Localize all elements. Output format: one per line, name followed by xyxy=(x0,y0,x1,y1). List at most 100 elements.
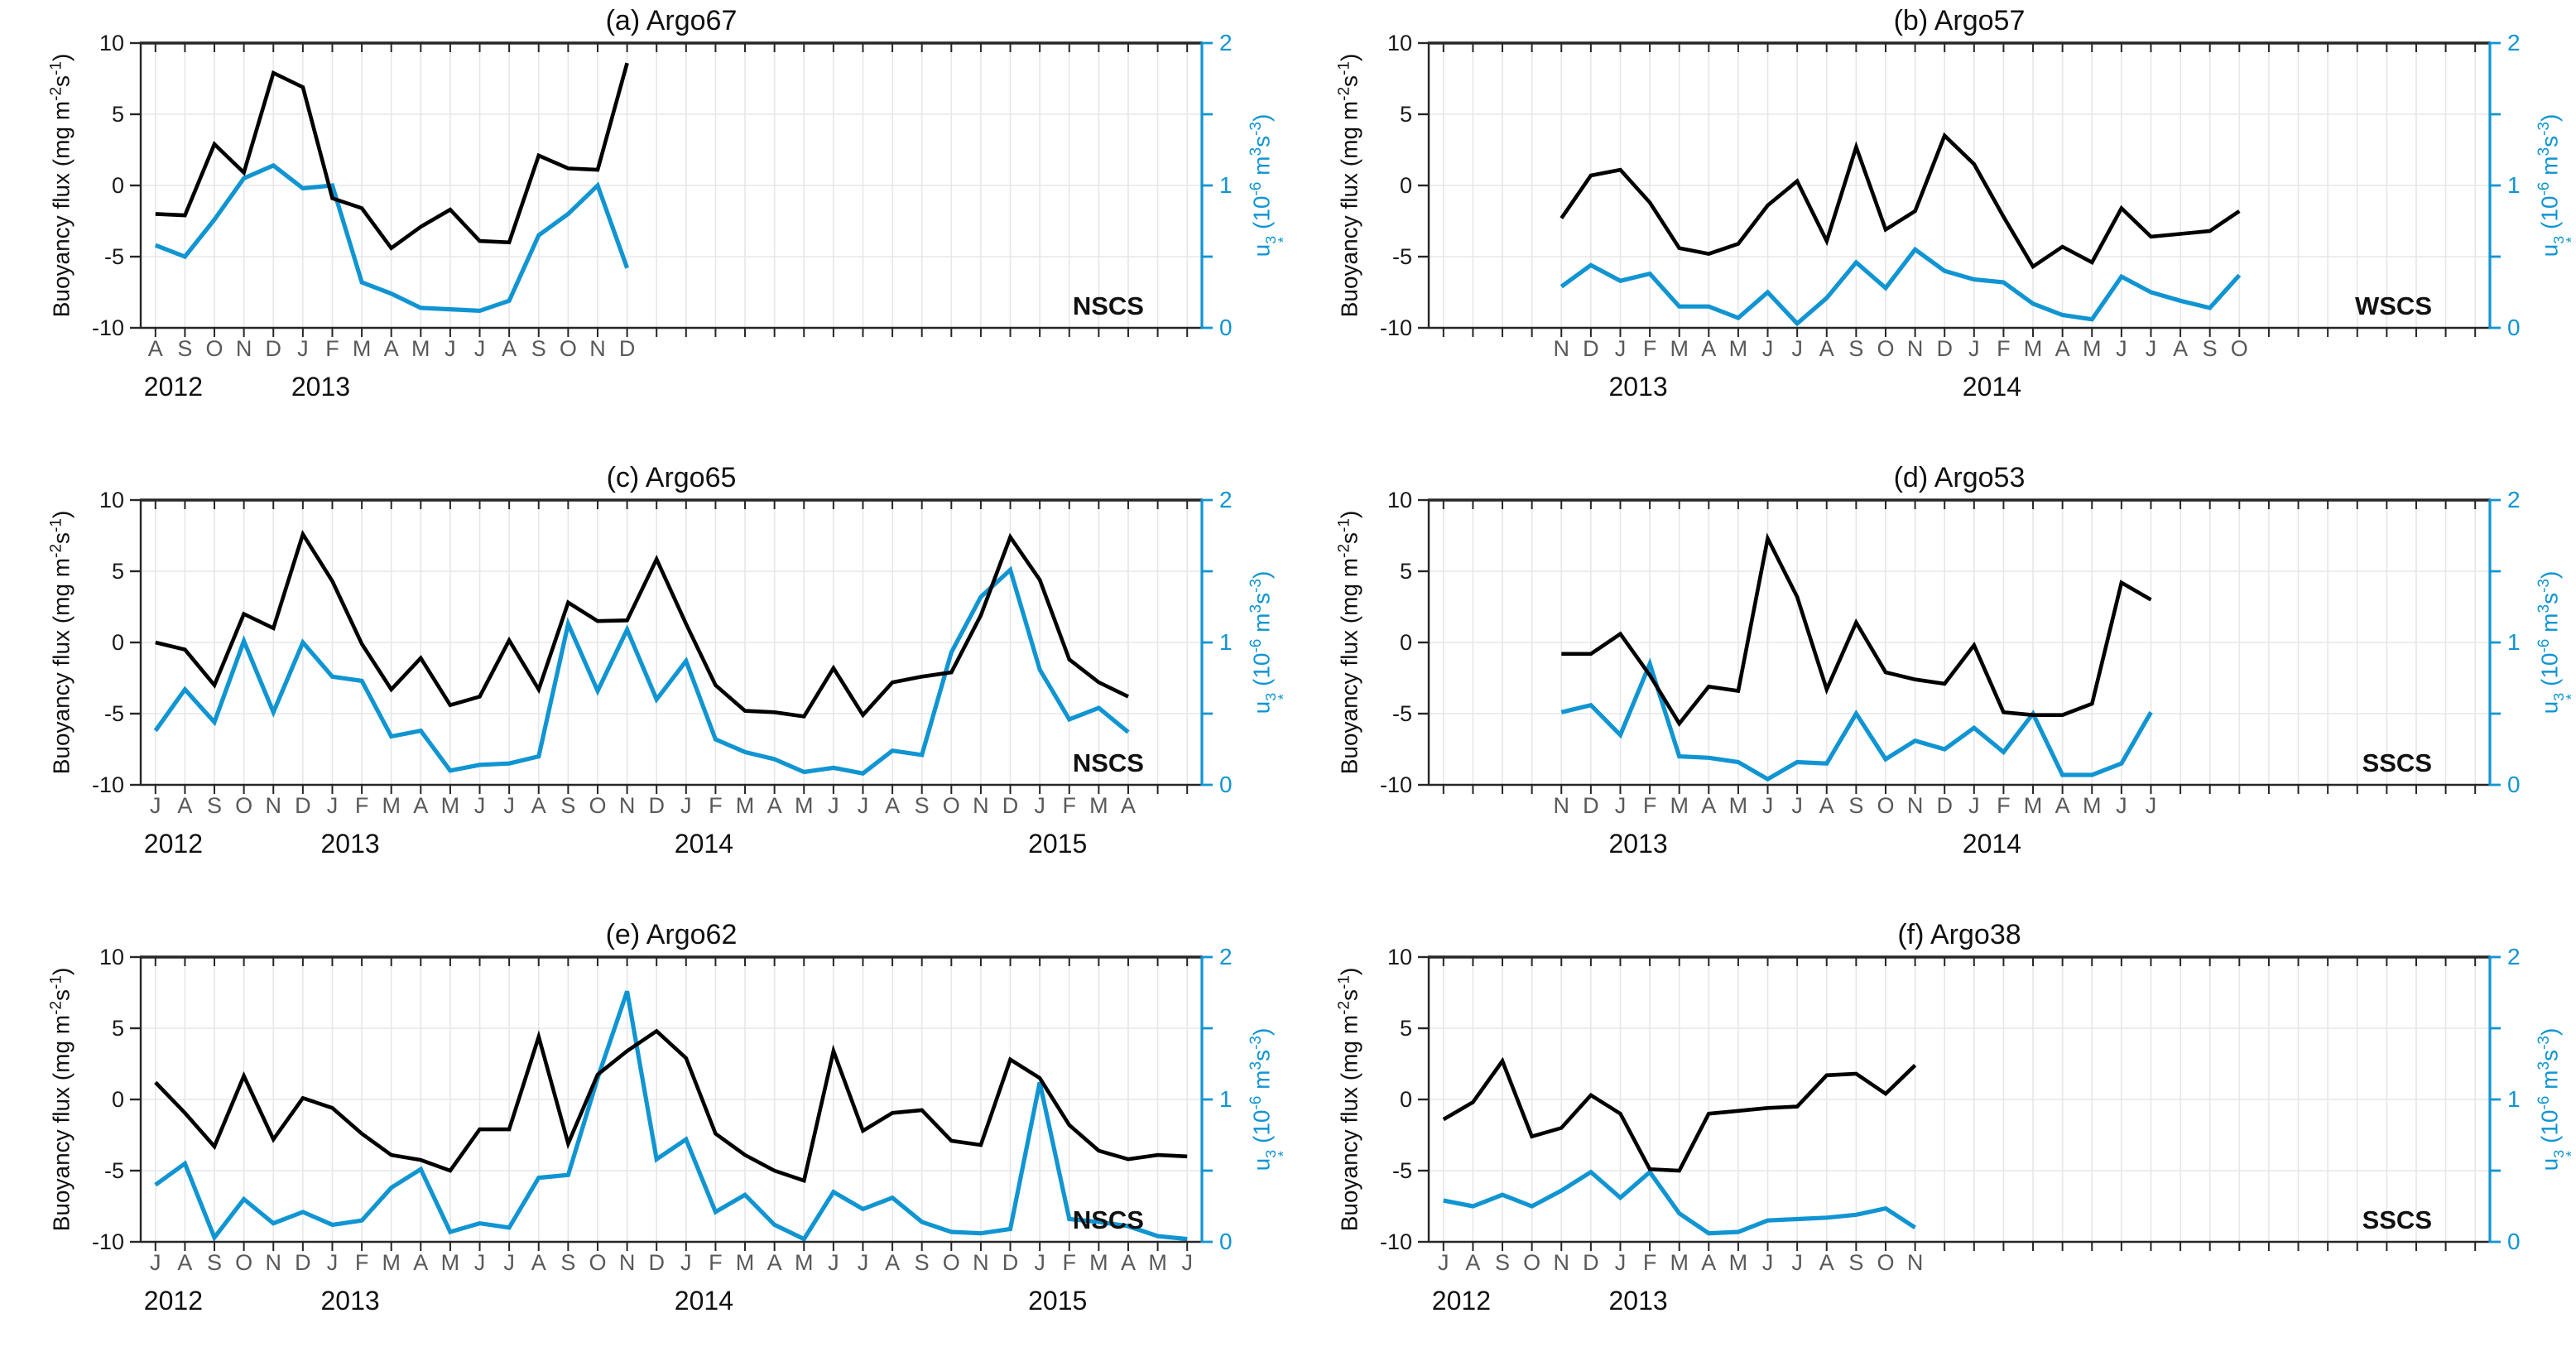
panel-a: Buoyancy flux (mg m-2s-1) u 3 * (10-6 m3s-… xyxy=(0,0,1290,457)
month-label: S xyxy=(207,1250,222,1275)
left-tick-label: -10 xyxy=(92,315,124,340)
region-label: NSCS xyxy=(1073,1205,1144,1234)
month-label: M xyxy=(2083,793,2102,818)
left-tick-label: -5 xyxy=(1392,244,1412,269)
month-label: S xyxy=(1848,793,1863,818)
right-tick-label: 2 xyxy=(2507,944,2521,969)
buoyancy-flux-line xyxy=(154,1028,1188,1183)
month-label: O xyxy=(1523,1250,1540,1275)
axes xyxy=(130,41,1213,337)
month-label: J xyxy=(1181,1250,1193,1275)
month-label: M xyxy=(382,793,401,818)
month-label: O xyxy=(2231,336,2248,361)
month-label: J xyxy=(1968,793,1980,818)
left-tick-label: 0 xyxy=(112,630,124,655)
month-label: N xyxy=(266,1250,282,1275)
right-tick-label: 1 xyxy=(2507,1086,2521,1112)
left-tick-label: 10 xyxy=(1387,945,1412,969)
panel-title: (c) Argo65 xyxy=(607,462,737,493)
axes xyxy=(1418,498,2501,794)
month-label: J xyxy=(2146,793,2157,818)
left-tick-label: -10 xyxy=(1380,772,1412,797)
month-label: J xyxy=(2116,336,2127,361)
month-label: N xyxy=(973,1250,989,1275)
year-label: 2013 xyxy=(320,829,379,859)
region-label: NSCS xyxy=(1073,291,1144,320)
month-label: S xyxy=(560,793,575,818)
month-label: D xyxy=(1002,793,1019,818)
month-label: D xyxy=(295,1250,311,1275)
month-label: M xyxy=(1089,1250,1108,1275)
left-tick-label: 0 xyxy=(1400,173,1412,198)
month-label: M xyxy=(1670,1250,1689,1275)
ustar3-line xyxy=(1560,246,2242,327)
month-label: A xyxy=(384,336,399,361)
month-label: S xyxy=(1848,1250,1863,1275)
month-label: D xyxy=(619,336,636,361)
left-tick-label: -5 xyxy=(1392,701,1412,726)
month-label: A xyxy=(1121,793,1136,818)
left-tick-label: -10 xyxy=(1380,1229,1412,1254)
region-label: WSCS xyxy=(2355,291,2432,320)
month-label: N xyxy=(589,336,606,361)
month-label: O xyxy=(1877,793,1894,818)
right-tick-label: 1 xyxy=(2507,629,2521,655)
month-label: D xyxy=(1583,793,1599,818)
buoyancy-flux-line xyxy=(155,529,1130,719)
month-label: D xyxy=(1583,336,1599,361)
gridlines xyxy=(1429,43,2490,328)
panel-b: Buoyancy flux (mg m-2s-1) u3* (10-6 m3s-… xyxy=(1288,0,2576,457)
month-label: J xyxy=(503,1250,515,1275)
month-label: J xyxy=(474,793,486,818)
month-label: D xyxy=(648,1250,665,1275)
buoyancy-flux-line xyxy=(155,62,629,251)
left-tick-label: 5 xyxy=(112,559,124,584)
axes xyxy=(1418,955,2501,1251)
month-label: M xyxy=(441,793,460,818)
year-label: 2013 xyxy=(291,372,350,402)
left-tick-label: 5 xyxy=(112,1016,124,1041)
month-label: F xyxy=(1997,336,2011,361)
right-tick-label: 0 xyxy=(1219,1229,1233,1254)
month-label: A xyxy=(148,336,163,361)
month-label: O xyxy=(589,1250,606,1275)
month-label: A xyxy=(1701,793,1716,818)
month-label: F xyxy=(355,1250,369,1275)
left-tick-label: -10 xyxy=(1380,315,1412,340)
month-label: M xyxy=(1729,1250,1748,1275)
buoyancy-flux-line xyxy=(1561,532,2152,728)
month-label: O xyxy=(1877,336,1894,361)
month-label: D xyxy=(1936,793,1953,818)
month-label: S xyxy=(915,793,930,818)
right-tick-label: 1 xyxy=(1219,629,1233,655)
month-label: D xyxy=(295,793,311,818)
month-label: O xyxy=(1877,1250,1894,1275)
month-label: J xyxy=(2116,793,2127,818)
month-label: J xyxy=(1762,1250,1774,1275)
month-label: A xyxy=(1121,1250,1136,1275)
month-label: O xyxy=(235,1250,252,1275)
year-label: 2013 xyxy=(1608,829,1667,859)
month-label: M xyxy=(1089,793,1108,818)
month-label: J xyxy=(858,793,869,818)
right-tick-label: 2 xyxy=(1219,487,1233,512)
month-label: A xyxy=(531,793,546,818)
year-label: 2014 xyxy=(1963,372,2021,402)
right-tick-label: 0 xyxy=(1219,772,1233,797)
axes xyxy=(130,955,1213,1251)
right-tick-label: 1 xyxy=(1219,1086,1233,1112)
month-label: N xyxy=(619,1250,636,1275)
month-label: J xyxy=(1762,336,1774,361)
left-tick-label: 10 xyxy=(99,945,124,969)
month-label: J xyxy=(1791,1250,1803,1275)
left-tick-label: 0 xyxy=(112,173,124,198)
month-label: J xyxy=(1615,793,1627,818)
month-label: M xyxy=(382,1250,401,1275)
month-label: N xyxy=(266,793,282,818)
left-tick-label: 5 xyxy=(1400,102,1412,127)
month-label: J xyxy=(327,793,339,818)
month-label: O xyxy=(589,793,606,818)
month-label: A xyxy=(1819,336,1834,361)
